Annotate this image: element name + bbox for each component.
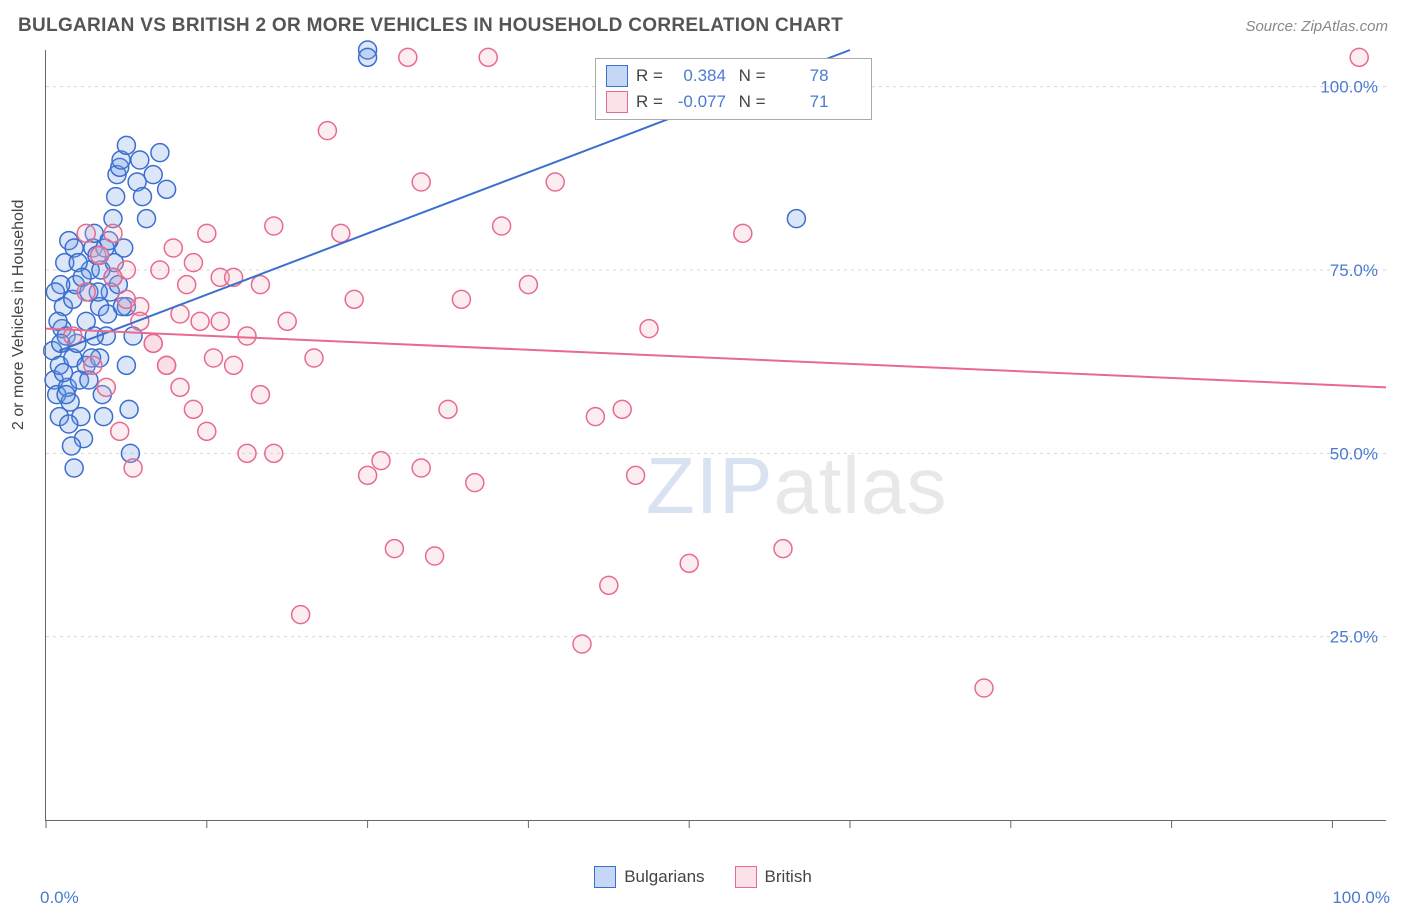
legend-item-bulgarians: Bulgarians — [594, 866, 704, 888]
swatch-bulgarians-icon — [594, 866, 616, 888]
svg-text:100.0%: 100.0% — [1320, 78, 1378, 97]
plot-area: ZIPatlas 25.0%50.0%75.0%100.0% — [45, 50, 1386, 821]
source-label: Source: ZipAtlas.com — [1245, 18, 1388, 35]
stats-legend: R = 0.384 N = 78 R = -0.077 N = 71 — [595, 58, 872, 120]
svg-text:75.0%: 75.0% — [1330, 261, 1378, 280]
chart-title: BULGARIAN VS BRITISH 2 OR MORE VEHICLES … — [18, 15, 843, 37]
y-axis-label: 2 or more Vehicles in Household — [10, 200, 28, 430]
swatch-bulgarians — [606, 65, 628, 87]
stats-row-bulgarians: R = 0.384 N = 78 — [606, 63, 861, 89]
legend-item-british: British — [735, 866, 812, 888]
scatter-plot-svg: 25.0% 50.0% 75.0% 100.0% — [46, 50, 1386, 820]
series-legend: Bulgarians British — [0, 866, 1406, 888]
stats-row-british: R = -0.077 N = 71 — [606, 89, 861, 115]
swatch-british-icon — [735, 866, 757, 888]
svg-text:50.0%: 50.0% — [1330, 444, 1378, 463]
swatch-british — [606, 91, 628, 113]
svg-text:25.0%: 25.0% — [1330, 628, 1378, 647]
